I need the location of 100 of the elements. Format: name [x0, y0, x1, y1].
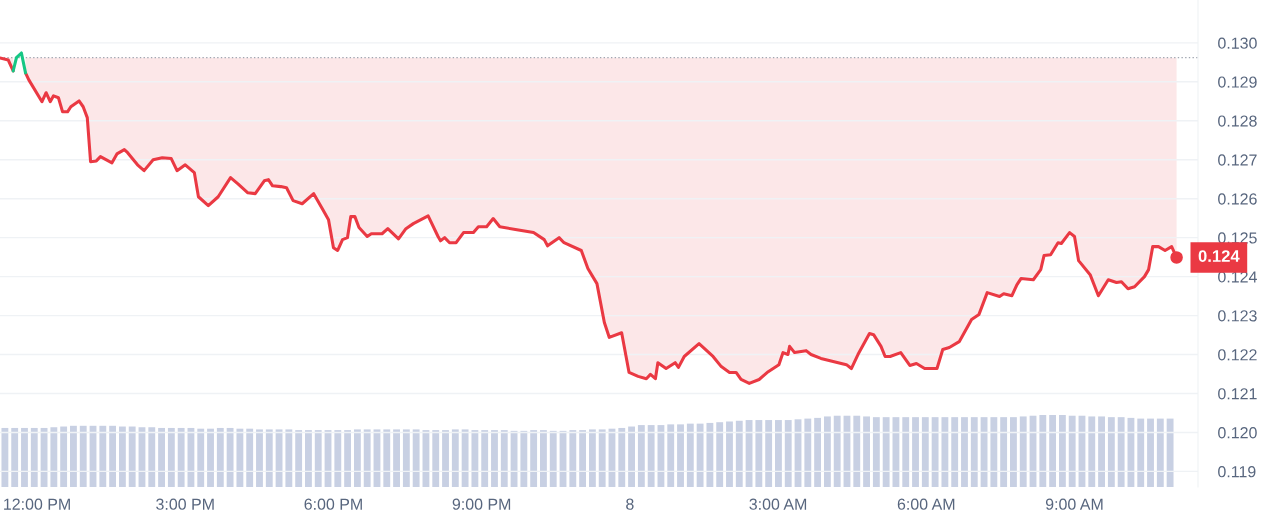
bar	[1147, 418, 1154, 487]
bar	[128, 426, 136, 487]
x-tick-label: 12:00 PM	[4, 498, 70, 510]
bar	[637, 425, 645, 487]
bar	[500, 430, 508, 487]
x-tick-label: 8	[626, 498, 634, 510]
bar	[471, 430, 479, 487]
x-tick-label: 3:00 AM	[749, 498, 807, 510]
bar	[882, 417, 890, 487]
bar	[207, 428, 214, 487]
bar	[853, 415, 861, 487]
bar	[432, 430, 440, 487]
bar	[334, 430, 342, 487]
bar	[598, 429, 606, 487]
bar	[197, 428, 205, 487]
y-tick-label: 0.123	[1218, 310, 1257, 322]
bar	[823, 416, 831, 487]
bar	[765, 420, 773, 487]
bar	[216, 427, 224, 487]
bar	[902, 417, 910, 487]
bar	[79, 425, 87, 487]
bar	[951, 417, 959, 487]
bar	[1088, 416, 1096, 487]
bar	[21, 427, 28, 487]
bar	[305, 430, 312, 487]
bar	[1039, 415, 1047, 487]
bar	[11, 427, 19, 487]
bar	[344, 430, 352, 487]
x-tick-label: 9:00 AM	[1045, 498, 1103, 510]
bar	[393, 429, 400, 487]
bar	[246, 428, 254, 487]
bar	[833, 415, 841, 487]
y-tick-label: 0.126	[1218, 193, 1257, 205]
x-tick-label: 9:00 PM	[452, 498, 511, 510]
bar	[941, 417, 949, 487]
bar	[491, 430, 498, 487]
y-tick-label: 0.120	[1218, 427, 1257, 439]
bar	[569, 430, 577, 487]
y-tick-label: 0.122	[1218, 349, 1257, 361]
bar	[50, 427, 58, 487]
y-tick-label: 0.129	[1218, 76, 1257, 88]
bar	[784, 420, 792, 487]
bar	[1098, 416, 1105, 487]
y-tick-label: 0.128	[1218, 115, 1257, 127]
bar	[726, 421, 733, 487]
bar	[148, 427, 156, 487]
bar	[540, 430, 547, 487]
bar	[814, 417, 822, 487]
bar	[706, 422, 714, 487]
bar	[1107, 417, 1115, 487]
bar	[314, 430, 322, 487]
bar	[1137, 418, 1145, 487]
bar	[872, 417, 880, 487]
bar	[990, 417, 998, 487]
y-tick-label: 0.130	[1218, 37, 1257, 49]
bar	[481, 430, 489, 487]
bar	[686, 423, 694, 487]
bar	[177, 427, 185, 487]
bar	[402, 429, 410, 487]
bar	[1068, 415, 1076, 487]
y-tick-label: 0.124	[1218, 271, 1257, 283]
x-tick-label: 6:00 AM	[897, 498, 955, 510]
bar	[588, 429, 596, 487]
bar	[1019, 416, 1027, 487]
y-tick-label: 0.119	[1218, 466, 1256, 478]
bar	[755, 420, 763, 487]
bar	[1, 427, 9, 487]
bar	[961, 417, 968, 487]
y-tick-label: 0.121	[1218, 388, 1257, 400]
bar	[921, 417, 929, 487]
bar	[99, 425, 107, 487]
bar	[1058, 415, 1066, 487]
bar	[226, 427, 234, 487]
bar	[1166, 418, 1174, 487]
bar	[1117, 417, 1125, 487]
y-tick-label: 0.127	[1218, 154, 1257, 166]
bar	[667, 424, 675, 487]
bar	[118, 426, 126, 487]
bar	[412, 429, 420, 487]
bar	[1010, 417, 1017, 487]
bar	[363, 429, 371, 487]
bar	[970, 417, 978, 487]
bar	[716, 422, 724, 487]
bar	[677, 424, 684, 487]
bar	[579, 430, 587, 487]
bar	[1049, 415, 1057, 487]
x-tick-label: 6:00 PM	[304, 498, 362, 510]
bar	[647, 425, 655, 487]
bar	[60, 426, 68, 487]
bar	[383, 429, 391, 487]
bar	[265, 429, 273, 487]
bar	[618, 427, 626, 487]
bar	[256, 429, 263, 487]
bar	[70, 425, 77, 487]
bar	[775, 420, 782, 487]
bar	[353, 429, 361, 487]
bar	[735, 420, 743, 487]
bar	[1000, 417, 1008, 487]
bar	[442, 430, 449, 487]
bar	[863, 416, 870, 487]
